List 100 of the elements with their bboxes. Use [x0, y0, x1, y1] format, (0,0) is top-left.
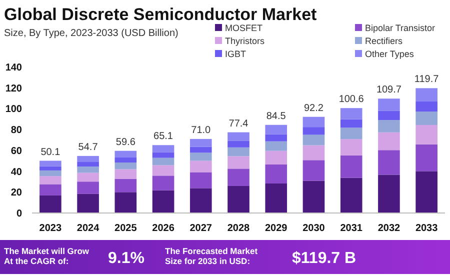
bar: [416, 144, 438, 172]
bar: [302, 134, 325, 146]
bar: [40, 195, 62, 213]
bar: [340, 119, 362, 128]
text: 9.1%: [108, 250, 144, 267]
bar: [190, 138, 212, 147]
bar: [416, 124, 438, 144]
bar: [190, 188, 212, 213]
bar: [378, 120, 400, 132]
total-label: 100.6: [338, 94, 364, 106]
bar: [302, 127, 325, 135]
bar: [77, 182, 99, 194]
y-tick-label: 40: [10, 166, 22, 178]
total-label: 84.5: [266, 110, 286, 122]
bar: [302, 180, 325, 213]
bar: [190, 160, 212, 172]
total-label: 59.6: [116, 136, 136, 148]
bar: [228, 168, 250, 186]
bar: [114, 158, 137, 163]
bar: [114, 150, 137, 158]
text: The Forecasted Market Size for 2033 in USD:: [165, 246, 258, 266]
x-tick-label: 2023: [39, 223, 62, 234]
bar: [190, 146, 212, 153]
bar: [265, 134, 288, 142]
chart-subtitle: Size, By Type, 2023-2033 (USD Billion): [4, 28, 178, 39]
bar: [114, 162, 137, 170]
total-label: 71.0: [191, 124, 212, 136]
bar: [340, 108, 362, 120]
bar: [152, 145, 174, 152]
bar: [228, 186, 250, 213]
y-tick-label: 60: [10, 146, 22, 157]
bar: [416, 102, 438, 112]
total-label: 77.4: [228, 118, 249, 130]
bar: [228, 140, 250, 148]
bar: [302, 116, 325, 128]
bar: [152, 176, 174, 190]
bar: [114, 192, 137, 213]
bar: [228, 132, 250, 141]
x-tick-label: 2032: [378, 223, 401, 234]
bar: [152, 158, 174, 166]
total-label: 50.1: [40, 146, 61, 158]
x-tick-label: 2024: [76, 223, 100, 234]
bar: [340, 178, 362, 213]
bar: [114, 169, 137, 179]
total-label: 119.7: [414, 74, 440, 86]
bar: [40, 184, 62, 196]
total-label: 54.7: [78, 142, 98, 153]
y-tick-label: 120: [5, 83, 22, 94]
bar: [302, 160, 325, 181]
chart-title: Global Discrete Semiconductor Market: [4, 5, 318, 24]
y-tick-label: 140: [5, 62, 22, 74]
bar: [190, 172, 212, 188]
bar: [340, 155, 362, 178]
y-tick-label: 100: [5, 104, 22, 116]
x-tick-label: 2033: [415, 223, 438, 234]
bar: [40, 166, 62, 170]
bar: [378, 110, 400, 120]
bar: [340, 139, 362, 156]
x-tick-label: 2027: [190, 223, 212, 234]
bar: [378, 174, 400, 213]
bar: [378, 150, 400, 175]
legend-label: Other Types: [365, 49, 414, 59]
bar: [265, 141, 288, 151]
bar: [77, 162, 99, 167]
y-tick-label: 20: [10, 188, 22, 199]
legend-label: MOSFET: [225, 23, 263, 33]
x-tick-label: 2029: [264, 223, 288, 234]
y-tick-label: 80: [10, 125, 22, 136]
bar: [77, 194, 99, 213]
total-label: 109.7: [376, 84, 402, 96]
bar: [77, 156, 99, 162]
bar: [378, 132, 400, 150]
bar: [152, 152, 174, 158]
bar: [77, 166, 99, 173]
x-tick-label: 2026: [152, 223, 175, 234]
bar: [40, 170, 62, 176]
bar: [416, 171, 438, 213]
bar: [302, 145, 325, 160]
total-label: 65.1: [154, 131, 174, 142]
bar: [265, 124, 288, 134]
bar: [265, 164, 288, 184]
bar: [265, 150, 288, 165]
legend-label: IGBT: [225, 49, 247, 59]
bar: [228, 156, 250, 169]
bar: [190, 152, 212, 161]
x-tick-label: 2025: [114, 223, 138, 234]
y-tick-label: 0: [16, 208, 22, 220]
bar: [77, 172, 99, 182]
bar: [416, 88, 438, 102]
legend-label: Rectifiers: [365, 36, 404, 46]
legend-label: Bipolar Transistor: [365, 23, 436, 33]
total-label: 92.2: [304, 102, 324, 114]
bar: [40, 160, 62, 166]
text: $119.7 B: [292, 250, 356, 267]
bar: [152, 165, 174, 176]
bar: [416, 112, 438, 125]
bar: [152, 190, 174, 213]
bar: [378, 98, 400, 111]
x-tick-label: 2028: [227, 223, 250, 234]
bar: [114, 178, 137, 192]
